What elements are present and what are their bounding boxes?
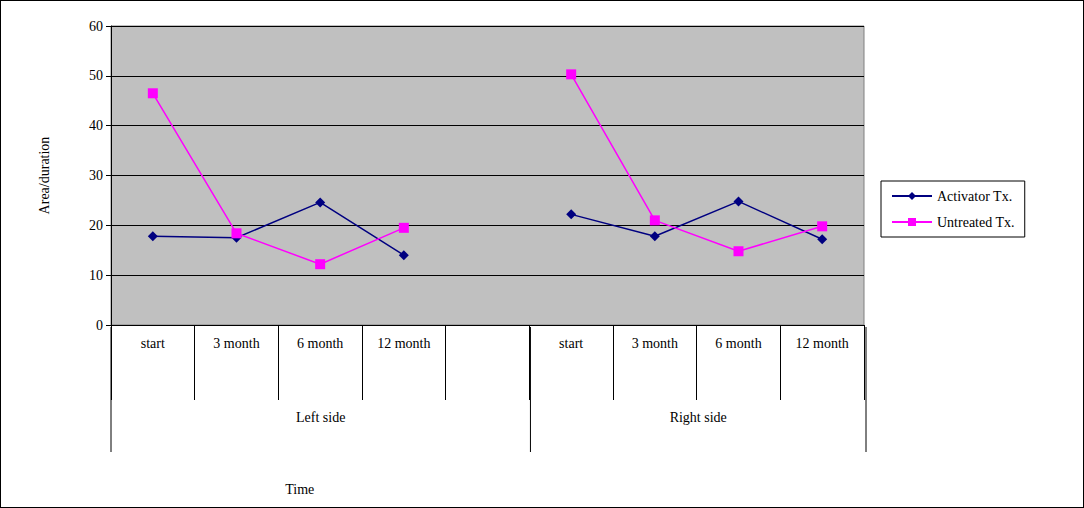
svg-text:Time: Time bbox=[285, 482, 314, 497]
svg-text:30: 30 bbox=[89, 168, 103, 183]
svg-text:60: 60 bbox=[89, 19, 103, 34]
svg-text:Right side: Right side bbox=[670, 410, 727, 425]
svg-text:start: start bbox=[559, 336, 583, 351]
svg-text:Untreated Tx.: Untreated Tx. bbox=[937, 215, 1015, 230]
svg-text:40: 40 bbox=[89, 118, 103, 133]
svg-text:50: 50 bbox=[89, 68, 103, 83]
svg-text:0: 0 bbox=[96, 318, 103, 333]
svg-text:6 month: 6 month bbox=[297, 336, 343, 351]
svg-text:6 month: 6 month bbox=[715, 336, 761, 351]
svg-text:3 month: 3 month bbox=[213, 336, 259, 351]
svg-text:Activator Tx.: Activator Tx. bbox=[937, 189, 1012, 204]
svg-text:Area/duration: Area/duration bbox=[37, 137, 52, 215]
svg-text:start: start bbox=[141, 336, 165, 351]
svg-text:12 month: 12 month bbox=[377, 336, 430, 351]
svg-text:10: 10 bbox=[89, 268, 103, 283]
svg-text:12 month: 12 month bbox=[796, 336, 849, 351]
svg-text:20: 20 bbox=[89, 218, 103, 233]
svg-text:Left side: Left side bbox=[296, 410, 345, 425]
svg-text:3 month: 3 month bbox=[632, 336, 678, 351]
